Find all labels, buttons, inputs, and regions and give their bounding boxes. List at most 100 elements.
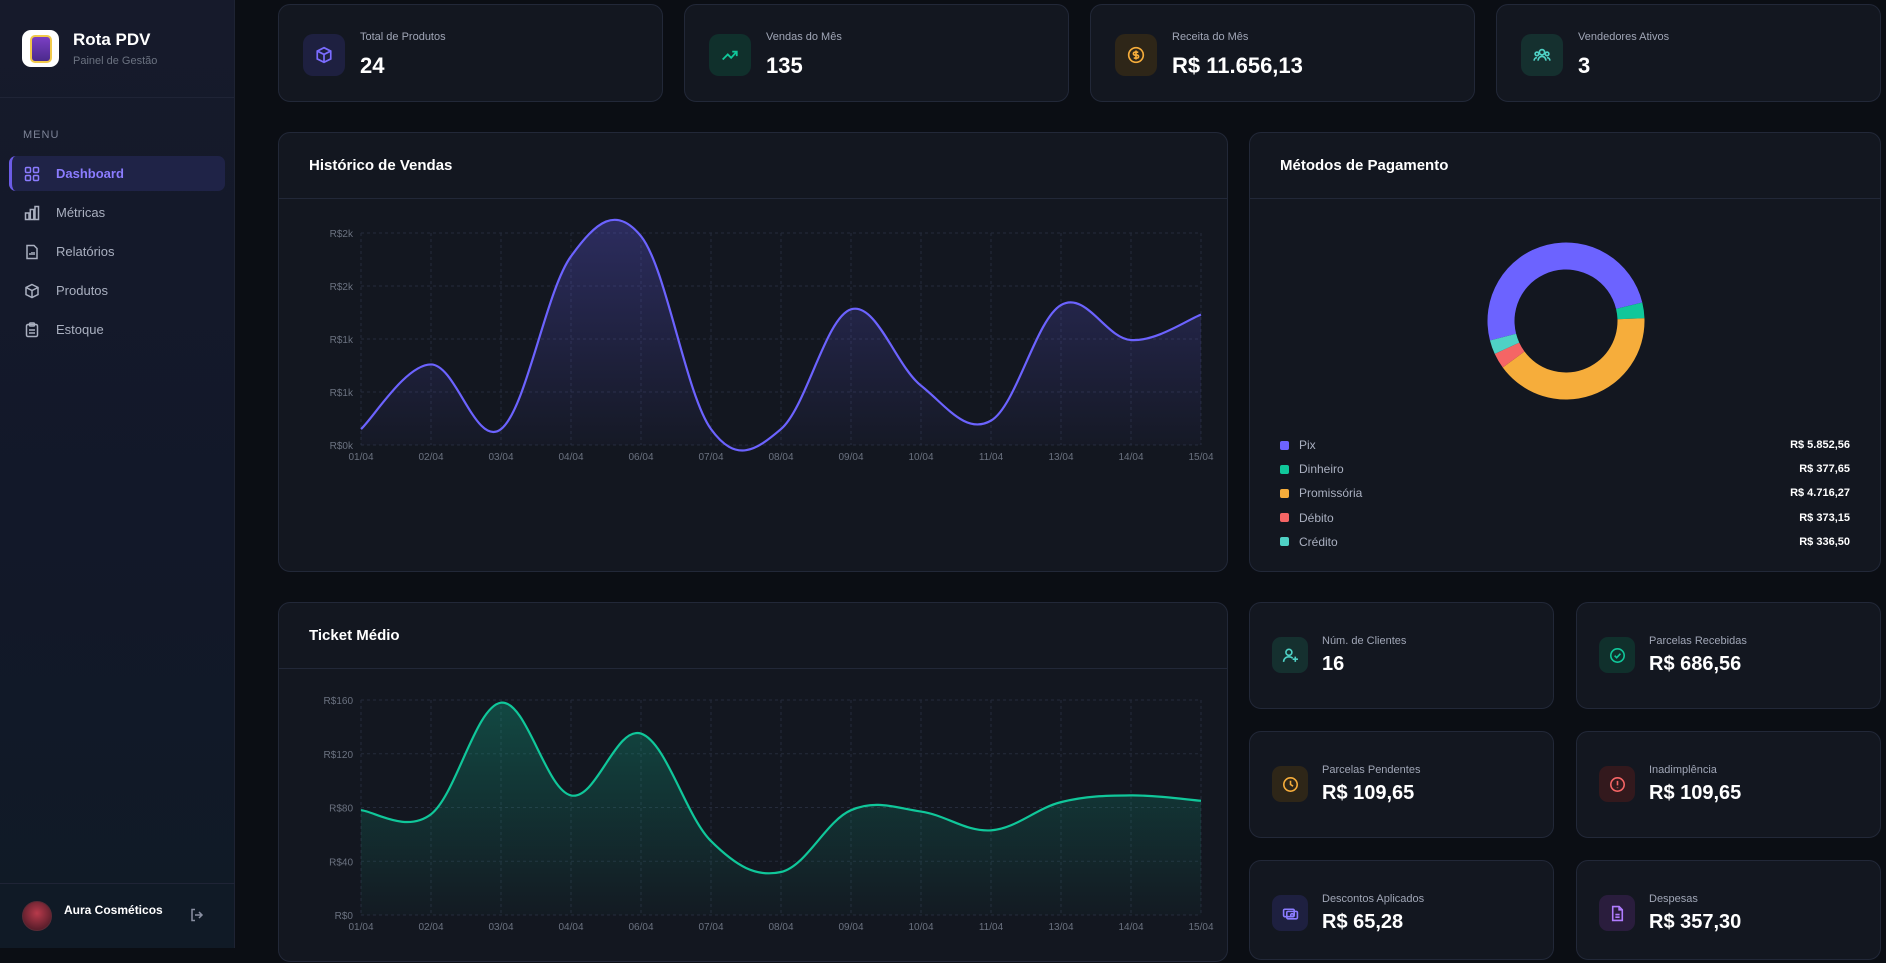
menu-label: MENU (23, 129, 59, 141)
legend-value: R$ 4.716,27 (1790, 487, 1850, 499)
legend-item-dinheiro: Dinheiro R$ 377,65 (1280, 457, 1850, 481)
donut-slice-promissória (1503, 318, 1645, 399)
stat-label: Descontos Aplicados (1322, 893, 1424, 905)
panel-title: Ticket Médio (309, 627, 400, 644)
x-tick-label: 03/04 (488, 922, 513, 933)
stat-label: Inadimplência (1649, 764, 1717, 776)
report-icon (23, 243, 41, 261)
x-tick-label: 11/04 (979, 922, 1004, 933)
mini-card-inadimplencia: Inadimplência R$ 109,65 (1576, 731, 1881, 838)
legend-swatch (1280, 513, 1289, 522)
x-tick-label: 15/04 (1188, 452, 1213, 463)
legend-swatch (1280, 465, 1289, 474)
stat-label: Total de Produtos (360, 31, 446, 43)
x-tick-label: 02/04 (418, 452, 443, 463)
sidebar-item-label: Estoque (56, 322, 104, 337)
brand: Rota PDV Painel de Gestão (0, 0, 234, 98)
sidebar-item-dashboard[interactable]: Dashboard (9, 156, 225, 191)
x-tick-label: 08/04 (768, 452, 793, 463)
y-tick-label: R$2k (330, 229, 354, 240)
x-tick-label: 11/04 (979, 452, 1004, 463)
trending-up-icon (709, 34, 751, 76)
legend-value: R$ 377,65 (1799, 463, 1850, 475)
x-tick-label: 01/04 (348, 452, 373, 463)
bar-chart-icon (23, 204, 41, 222)
x-tick-label: 09/04 (838, 922, 863, 933)
stat-label: Vendedores Ativos (1578, 31, 1669, 43)
users-icon (1521, 34, 1563, 76)
box-icon (303, 34, 345, 76)
stat-value: R$ 109,65 (1649, 782, 1741, 805)
avatar (22, 901, 52, 931)
y-tick-label: R$40 (329, 857, 353, 868)
alert-circle-icon (1599, 766, 1635, 802)
sidebar-item-relatorios[interactable]: Relatórios (9, 234, 225, 269)
payment-methods-donut (1250, 221, 1882, 421)
payment-methods-panel: Métodos de Pagamento Pix R$ 5.852,56 Din… (1249, 132, 1881, 572)
sidebar-item-produtos[interactable]: Produtos (9, 273, 225, 308)
x-tick-label: 10/04 (908, 922, 933, 933)
y-tick-label: R$1k (330, 335, 354, 346)
x-tick-label: 14/04 (1118, 452, 1143, 463)
legend-swatch (1280, 537, 1289, 546)
stat-card-receita-mes: Receita do Mês R$ 11.656,13 (1090, 4, 1475, 102)
panel-title: Métodos de Pagamento (1280, 157, 1448, 174)
stat-value: R$ 109,65 (1322, 782, 1414, 805)
mini-card-parcelas-recebidas: Parcelas Recebidas R$ 686,56 (1576, 602, 1881, 709)
sidebar-item-metricas[interactable]: Métricas (9, 195, 225, 230)
logout-icon[interactable] (189, 907, 207, 925)
x-tick-label: 06/04 (628, 922, 653, 933)
stat-value: 24 (360, 53, 384, 79)
clipboard-icon (23, 321, 41, 339)
x-tick-label: 09/04 (838, 452, 863, 463)
sidebar-item-label: Dashboard (56, 166, 124, 181)
brand-logo (22, 30, 59, 67)
sidebar-item-estoque[interactable]: Estoque (9, 312, 225, 347)
stat-label: Parcelas Recebidas (1649, 635, 1747, 647)
user-plus-icon (1272, 637, 1308, 673)
mini-card-despesas: Despesas R$ 357,30 (1576, 860, 1881, 960)
sidebar-item-label: Métricas (56, 205, 105, 220)
stat-value: 16 (1322, 653, 1344, 676)
stat-card-vendas-mes: Vendas do Mês 135 (684, 4, 1069, 102)
legend-label: Dinheiro (1299, 462, 1799, 476)
stat-value: R$ 11.656,13 (1172, 53, 1303, 79)
y-tick-label: R$160 (324, 696, 354, 707)
stat-value: R$ 357,30 (1649, 911, 1741, 934)
mini-card-clientes: Núm. de Clientes 16 (1249, 602, 1554, 709)
mini-card-parcelas-pendentes: Parcelas Pendentes R$ 109,65 (1249, 731, 1554, 838)
stat-value: R$ 686,56 (1649, 653, 1741, 676)
y-tick-label: R$80 (329, 804, 353, 815)
x-tick-label: 13/04 (1048, 452, 1073, 463)
sidebar-nav: Dashboard Métricas Relatórios Produtos E… (9, 156, 225, 351)
x-tick-label: 04/04 (558, 452, 583, 463)
stat-value: 3 (1578, 53, 1590, 79)
x-tick-label: 10/04 (908, 452, 933, 463)
stat-label: Vendas do Mês (766, 31, 842, 43)
x-tick-label: 06/04 (628, 452, 653, 463)
x-tick-label: 08/04 (768, 922, 793, 933)
user-name: Aura Cosméticos (64, 903, 189, 917)
payment-legend: Pix R$ 5.852,56 Dinheiro R$ 377,65 Promi… (1280, 433, 1850, 554)
legend-label: Crédito (1299, 535, 1799, 549)
legend-swatch (1280, 489, 1289, 498)
legend-label: Pix (1299, 438, 1790, 452)
legend-item-credito: Crédito R$ 336,50 (1280, 530, 1850, 554)
stat-card-total-produtos: Total de Produtos 24 (278, 4, 663, 102)
x-tick-label: 01/04 (348, 922, 373, 933)
x-tick-label: 07/04 (698, 452, 723, 463)
legend-label: Promissória (1299, 486, 1790, 500)
legend-value: R$ 336,50 (1799, 536, 1850, 548)
legend-item-promissoria: Promissória R$ 4.716,27 (1280, 481, 1850, 505)
clock-icon (1272, 766, 1308, 802)
coupon-icon (1272, 895, 1308, 931)
file-icon (1599, 895, 1635, 931)
sidebar: Rota PDV Painel de Gestão MENU Dashboard… (0, 0, 235, 948)
x-tick-label: 03/04 (488, 452, 513, 463)
panel-title: Histórico de Vendas (309, 157, 452, 174)
legend-swatch (1280, 441, 1289, 450)
user-profile: Aura Cosméticos (0, 883, 235, 948)
